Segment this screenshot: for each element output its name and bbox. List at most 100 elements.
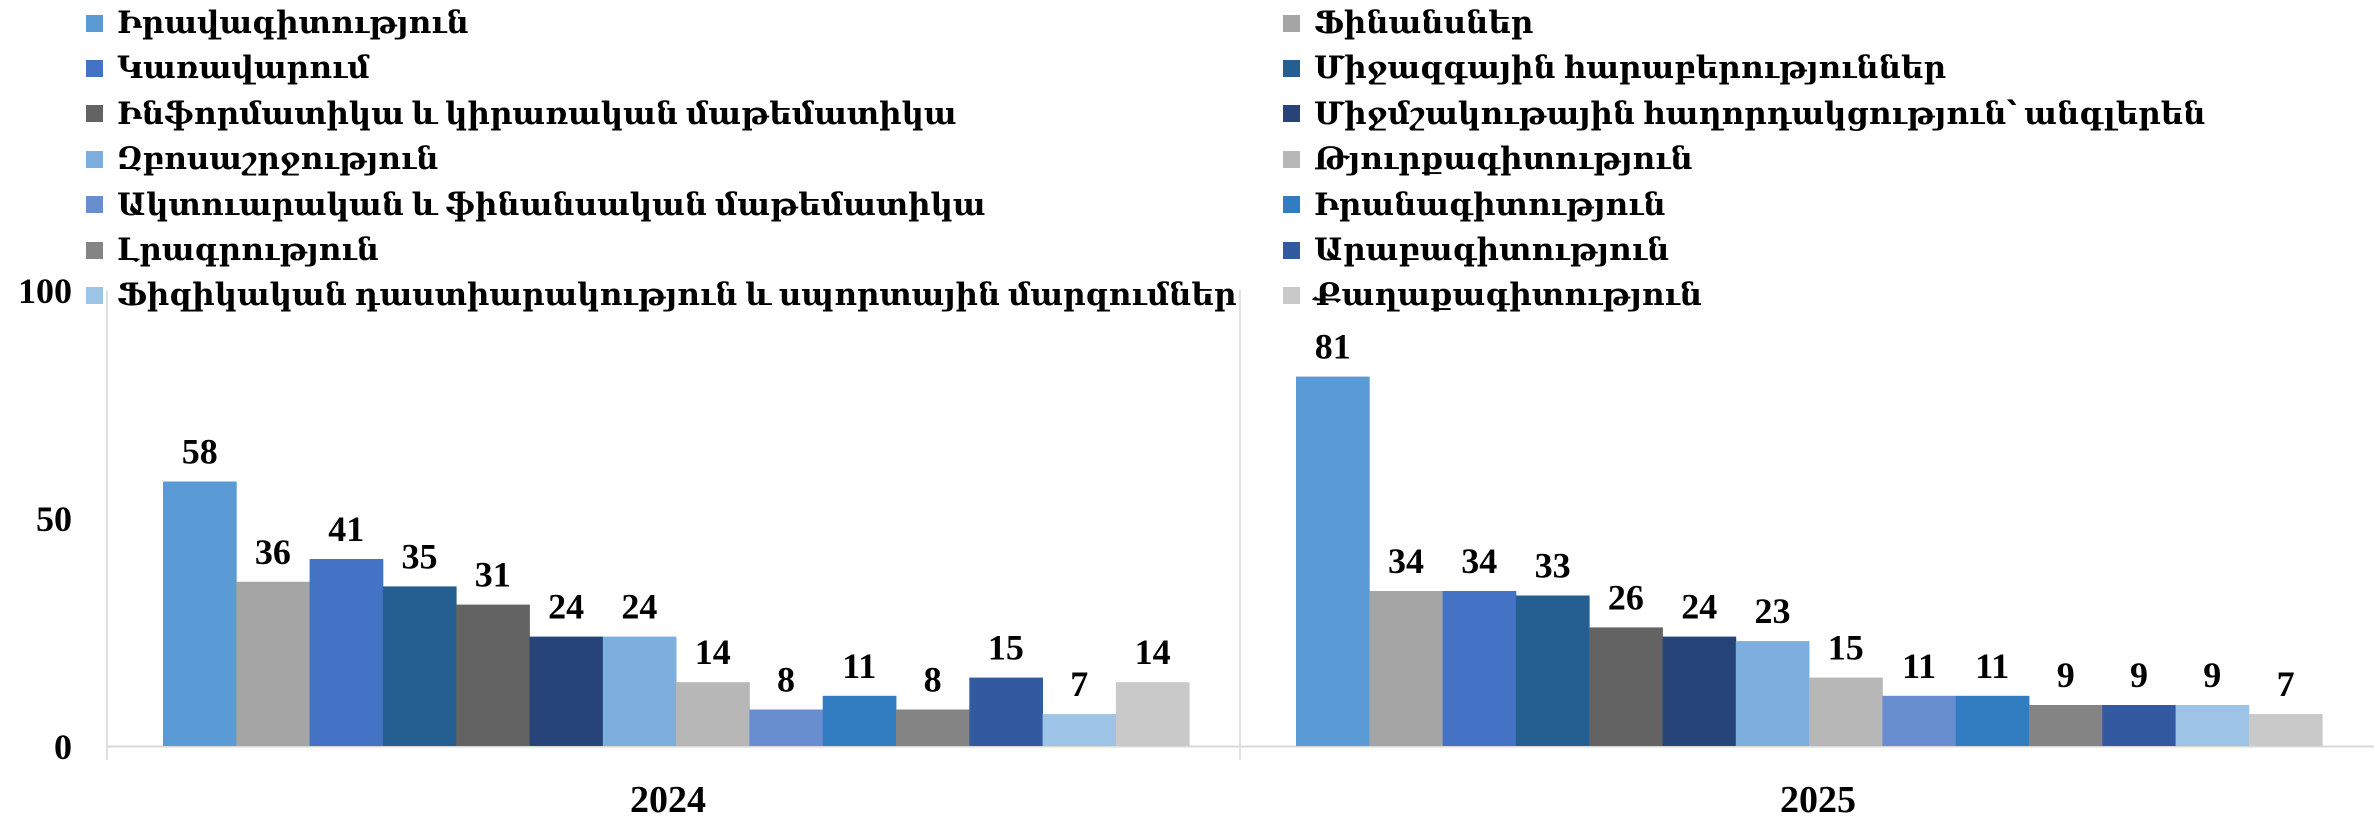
- bar: [1955, 695, 2030, 746]
- legend-item: Իրանագիտություն: [1283, 185, 1666, 225]
- data-label: 14: [695, 632, 731, 672]
- bar: [1882, 695, 1957, 746]
- legend-label: Ինֆորմատիկա և կիրառական մաթեմատիկա: [117, 95, 957, 131]
- bar: [1115, 682, 1190, 746]
- bar: [1589, 627, 1663, 746]
- data-label: 23: [1755, 591, 1791, 631]
- bar: [822, 695, 897, 746]
- x-category-label: 2024: [630, 779, 706, 817]
- legend-item: Ֆիզիկական դաստիարակություն և սպորտային մ…: [86, 275, 1236, 315]
- legend-label: Կառավարում: [117, 50, 370, 86]
- legend-item: Իրավագիտություն: [86, 3, 469, 43]
- bar: [749, 709, 824, 746]
- bar: [1296, 376, 1370, 746]
- legend-swatch: [1283, 59, 1300, 77]
- legend-swatch: [1283, 196, 1300, 214]
- y-tick-label: 100: [18, 271, 72, 311]
- legend-label: Քաղաքագիտություն: [1314, 277, 1703, 313]
- legend-swatch: [1283, 14, 1300, 32]
- bar: [2102, 705, 2176, 746]
- legend-item: Թյուրքագիտություն: [1283, 139, 1693, 179]
- data-label: 15: [1828, 628, 1864, 668]
- legend-item: Ֆինանսներ: [1283, 3, 1533, 43]
- bar: [163, 481, 237, 746]
- bar: [2248, 714, 2323, 746]
- legend-item: Միջմշակութային հաղորդակցություն՝ անգլերե…: [1283, 94, 2206, 134]
- legend-swatch: [1283, 150, 1300, 168]
- data-label: 58: [182, 432, 218, 472]
- legend-item: Քաղաքագիտություն: [1283, 275, 1702, 315]
- legend-item: Ինֆորմատիկա և կիրառական մաթեմատիկա: [86, 94, 957, 134]
- data-label: 35: [402, 536, 438, 576]
- bar: [1809, 677, 1883, 746]
- legend-label: Ակտուարական և ֆինանսական մաթեմատիկա: [117, 186, 986, 222]
- bar: [382, 586, 457, 746]
- legend-label: Ֆինանսներ: [1314, 5, 1534, 40]
- bar: [1042, 714, 1117, 746]
- legend-item: Զբոսաշրջություն: [86, 139, 439, 179]
- legend-label: Զբոսաշրջություն: [117, 141, 439, 177]
- bar: [969, 677, 1043, 746]
- bar: [529, 636, 604, 746]
- legend-item: Միջազգային հարաբերություններ: [1283, 48, 1946, 88]
- data-label: 34: [1388, 541, 1424, 581]
- data-label: 81: [1315, 327, 1351, 367]
- data-label: 36: [255, 532, 291, 572]
- legend-label: Լրագրություն: [117, 232, 379, 267]
- legend-label: Միջմշակութային հաղորդակցություն՝ անգլերե…: [1314, 95, 2206, 131]
- bar: [602, 636, 677, 746]
- data-label: 11: [842, 646, 876, 686]
- data-label: 24: [548, 587, 584, 627]
- chart-legend: Իրավագիտություն Կառավարում Ինֆորմատիկա և կ…: [0, 0, 2374, 320]
- data-label: 9: [2203, 655, 2221, 695]
- x-category-label: 2025: [1780, 779, 1856, 817]
- legend-swatch: [1283, 286, 1300, 304]
- legend-item: Կառավարում: [86, 48, 370, 88]
- legend-swatch: [1283, 241, 1300, 259]
- legend-label: Թյուրքագիտություն: [1314, 141, 1693, 177]
- legend-swatch: [86, 196, 103, 214]
- data-label: 15: [988, 628, 1024, 668]
- legend-label: Արաբագիտություն: [1314, 232, 1670, 267]
- legend-swatch: [86, 59, 103, 77]
- data-label: 14: [1135, 632, 1171, 672]
- data-label: 41: [328, 509, 364, 549]
- data-label: 8: [924, 660, 942, 700]
- bar: [1662, 636, 1737, 746]
- bar: [1515, 595, 1590, 746]
- data-label: 26: [1608, 577, 1644, 617]
- data-label: 24: [1681, 587, 1717, 627]
- data-label: 24: [621, 587, 657, 627]
- data-label: 34: [1461, 541, 1497, 581]
- data-label: 7: [2277, 664, 2295, 704]
- bar: [2175, 705, 2250, 746]
- bar: [676, 682, 750, 746]
- legend-label: Ֆիզիկական դաստիարակություն և սպորտային մ…: [117, 277, 1237, 313]
- bar: [236, 581, 310, 746]
- data-label: 9: [2130, 655, 2148, 695]
- legend-swatch: [86, 150, 103, 168]
- data-label: 31: [475, 555, 511, 595]
- legend-swatch: [1283, 105, 1300, 123]
- legend-item: Արաբագիտություն: [1283, 230, 1669, 270]
- data-label: 7: [1070, 664, 1088, 704]
- legend-label: Իրանագիտություն: [1314, 186, 1666, 222]
- legend-item: Ակտուարական և ֆինանսական մաթեմատիկա: [86, 185, 986, 225]
- data-label: 11: [1975, 646, 2009, 686]
- legend-swatch: [86, 14, 103, 32]
- legend-swatch: [86, 286, 103, 304]
- y-tick-label: 0: [54, 727, 72, 767]
- chart-axes: 0 50 100 2024 2025: [18, 271, 2374, 817]
- chart-data-labels: 58 36 41 35 31 24 24 14 8 11 8 15 7 14 81 34 34 33 26 24 23 1…: [182, 327, 2295, 704]
- data-label: 9: [2057, 655, 2075, 695]
- data-label: 11: [1902, 646, 1936, 686]
- y-tick-label: 50: [36, 499, 72, 539]
- bar: [1369, 591, 1443, 746]
- bar: [1735, 641, 1810, 746]
- bar: [309, 559, 384, 746]
- legend-label: Իրավագիտություն: [117, 5, 469, 40]
- data-label: 33: [1535, 546, 1571, 586]
- bar: [896, 709, 970, 746]
- legend-item: Լրագրություն: [86, 230, 379, 270]
